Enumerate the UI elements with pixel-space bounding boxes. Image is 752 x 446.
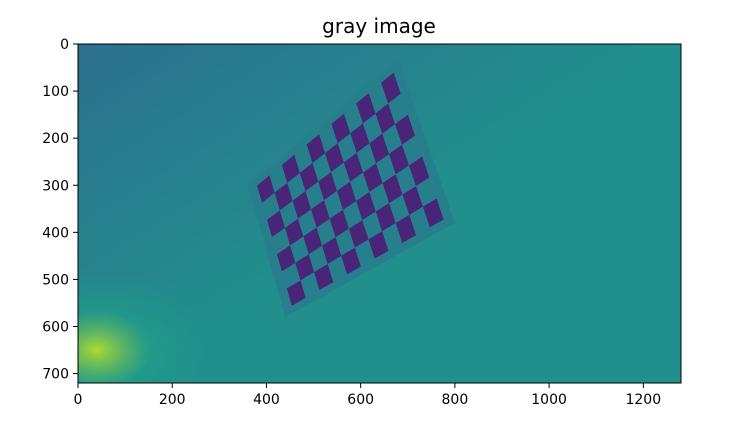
chart-title: gray image — [322, 14, 436, 38]
checker-square — [299, 163, 319, 192]
checker-square — [363, 163, 383, 193]
plot-frame — [77, 43, 682, 384]
x-tick-label: 400 — [253, 392, 280, 408]
plot-area — [78, 44, 681, 383]
y-tick-label: 600 — [42, 320, 69, 336]
checkerboard-squares — [257, 72, 444, 306]
checker-square — [348, 220, 369, 248]
y-tick-label: 100 — [42, 84, 69, 100]
checker-square — [343, 152, 364, 182]
checker-square — [369, 133, 390, 164]
x-tick-label: 800 — [442, 392, 469, 408]
checker-square — [389, 144, 409, 175]
y-tick-label: 0 — [60, 37, 69, 53]
checker-square — [382, 174, 403, 204]
checker-square — [274, 182, 293, 211]
x-tick-label: 0 — [74, 392, 83, 408]
checker-square — [368, 231, 389, 259]
x-tick-label: 200 — [159, 392, 186, 408]
checker-square — [322, 237, 342, 264]
y-tick-label: 500 — [42, 272, 69, 288]
checker-square — [395, 114, 416, 145]
y-tick-label: 400 — [42, 225, 69, 241]
checker-square — [314, 263, 334, 291]
checker-square — [310, 200, 330, 228]
checker-square — [422, 198, 444, 228]
checker-square — [284, 218, 304, 246]
checker-square — [295, 254, 315, 281]
checker-square — [266, 210, 285, 238]
checker-square — [286, 280, 306, 306]
checker-square — [402, 186, 423, 215]
checker-square — [276, 245, 296, 272]
x-tick-label: 1200 — [625, 392, 661, 408]
y-axis: 0 100 200 300 400 500 600 700 — [42, 37, 78, 383]
checker-square — [257, 175, 275, 203]
checker-square — [318, 172, 337, 201]
checker-square — [375, 203, 396, 232]
checker-square — [306, 134, 326, 164]
checker-square — [281, 154, 300, 183]
checker-square — [303, 227, 323, 255]
checker-square — [350, 123, 370, 153]
bright-region — [78, 270, 207, 383]
checker-square — [336, 181, 357, 210]
checker-square — [375, 103, 396, 134]
y-tick-label: 200 — [42, 131, 69, 147]
checker-square — [292, 191, 311, 219]
y-tick-label: 300 — [42, 178, 69, 194]
checker-square — [325, 143, 344, 173]
checker-square — [356, 192, 376, 221]
checker-square — [329, 209, 349, 238]
y-tick-label: 700 — [42, 367, 69, 383]
checker-square — [395, 214, 417, 243]
checker-square — [408, 156, 430, 187]
checker-square — [356, 93, 376, 124]
checker-square — [381, 72, 401, 104]
checker-square — [331, 113, 351, 144]
x-axis: 0 200 400 600 800 1000 1200 — [74, 383, 661, 408]
x-tick-label: 1000 — [531, 392, 567, 408]
x-tick-label: 600 — [347, 392, 374, 408]
checker-square — [341, 247, 361, 275]
